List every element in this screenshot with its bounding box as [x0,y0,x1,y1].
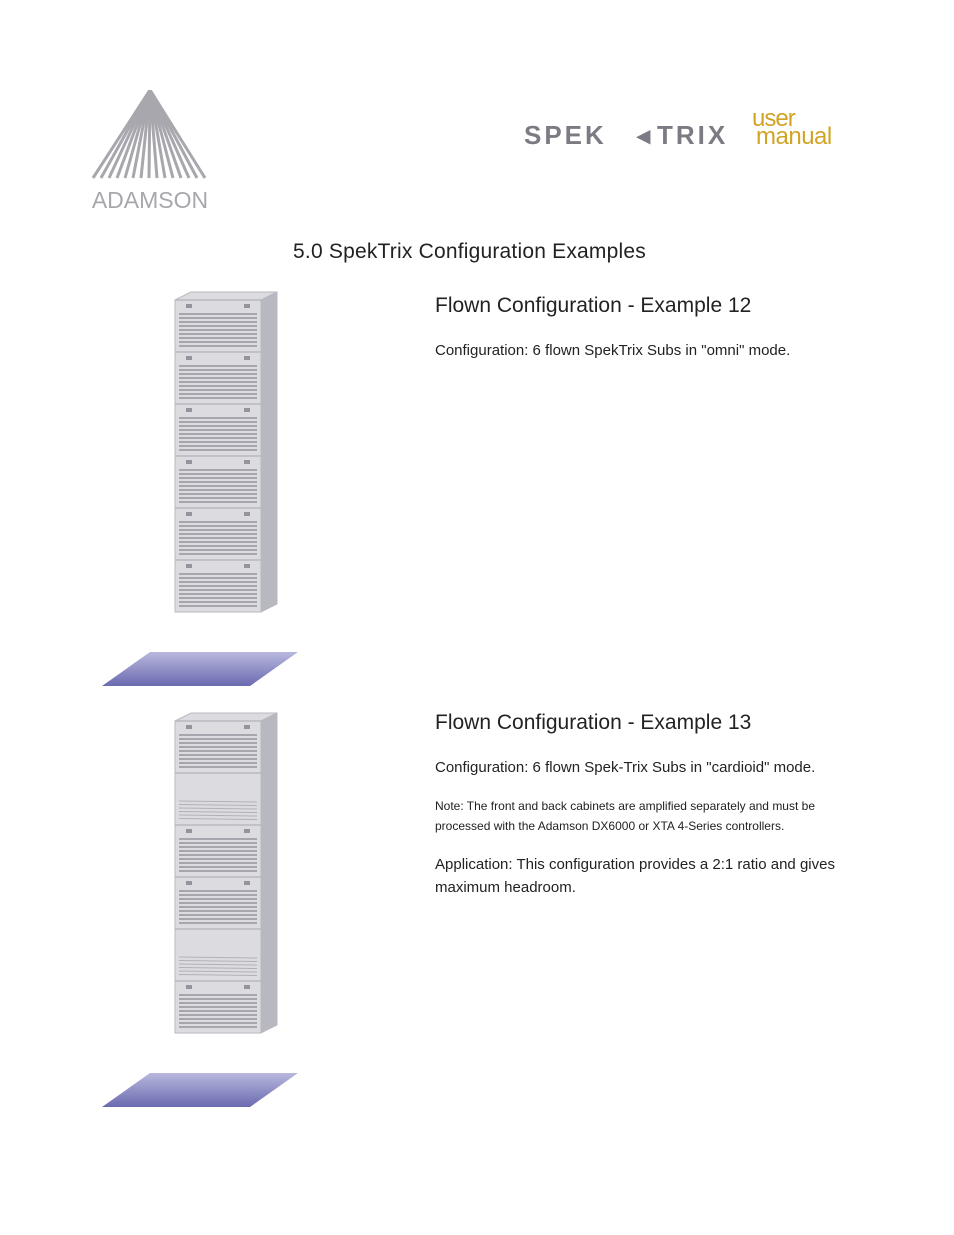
example-13-config: Configuration: 6 flown Spek-Trix Subs in… [435,757,864,780]
brand-manual-text: manual [756,123,832,150]
shadow-13 [102,1073,298,1112]
example-13-note: Note: The front and back cabinets are am… [435,796,864,837]
example-12-config: Configuration: 6 flown SpekTrix Subs in … [435,340,864,363]
section-title: 5.0 SpekTrix Configuration Examples [75,240,864,264]
example-13-title: Flown Configuration - Example 13 [435,711,864,735]
brand-spek-text: SPEK [524,120,607,150]
example-13-application: Application: This configuration provides… [435,854,864,899]
shadow-12 [102,652,298,691]
example-12-figure [75,290,375,691]
adamson-logo: ADAMSON [75,90,225,220]
brand-arrow-icon: ◂ [636,120,651,150]
speaker-stack-cardioid [165,711,285,1051]
example-12: Flown Configuration - Example 12 Configu… [75,290,864,691]
example-12-title: Flown Configuration - Example 12 [435,294,864,318]
example-13-figure [75,711,375,1112]
example-13: Flown Configuration - Example 13 Configu… [75,711,864,1112]
page: ADAMSON user SPEK ◂ TRIX manual 5.0 Spek… [0,0,954,1172]
spektrix-brand: user SPEK ◂ TRIX manual [524,100,864,165]
speaker-stack-omni [165,290,285,630]
header: ADAMSON user SPEK ◂ TRIX manual [75,90,864,220]
brand-trix-text: TRIX [657,120,728,150]
adamson-logo-text: ADAMSON [92,187,208,213]
